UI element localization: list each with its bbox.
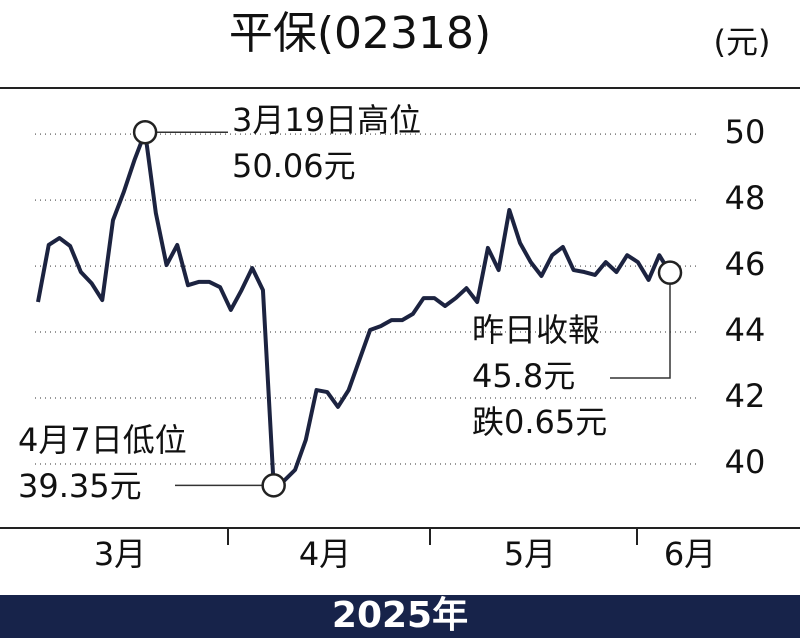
x-tick-label: 5月 bbox=[504, 535, 556, 573]
annotation-point bbox=[657, 260, 683, 285]
annotation-text: 昨日收報 bbox=[472, 311, 600, 349]
x-tick-label: 3月 bbox=[94, 535, 146, 573]
y-tick-label: 44 bbox=[725, 311, 766, 349]
y-tick-label: 50 bbox=[725, 113, 766, 151]
annotation-text: 50.06元 bbox=[232, 147, 356, 185]
annotation-point bbox=[261, 473, 286, 498]
y-tick-label: 46 bbox=[725, 245, 766, 283]
x-tick-label: 6月 bbox=[664, 535, 716, 573]
y-tick-label: 42 bbox=[725, 377, 766, 415]
y-tick-label: 48 bbox=[725, 179, 766, 217]
annotation-text: 4月7日低位 bbox=[18, 421, 187, 459]
y-tick-label: 40 bbox=[725, 443, 766, 481]
footer-band bbox=[0, 595, 800, 638]
annotation-text: 45.8元 bbox=[472, 357, 575, 395]
connector bbox=[610, 272, 671, 379]
chart-title: 平保(02318) bbox=[229, 8, 491, 59]
annotation-text: 跌0.65元 bbox=[472, 403, 607, 441]
unit-label: (元) bbox=[714, 23, 771, 61]
x-axis-title: 2025年 bbox=[332, 595, 468, 636]
annotation-point bbox=[132, 119, 158, 145]
x-tick-label: 4月 bbox=[299, 535, 351, 573]
annotation-text: 3月19日高位 bbox=[232, 101, 421, 139]
annotation-text: 39.35元 bbox=[18, 467, 142, 505]
